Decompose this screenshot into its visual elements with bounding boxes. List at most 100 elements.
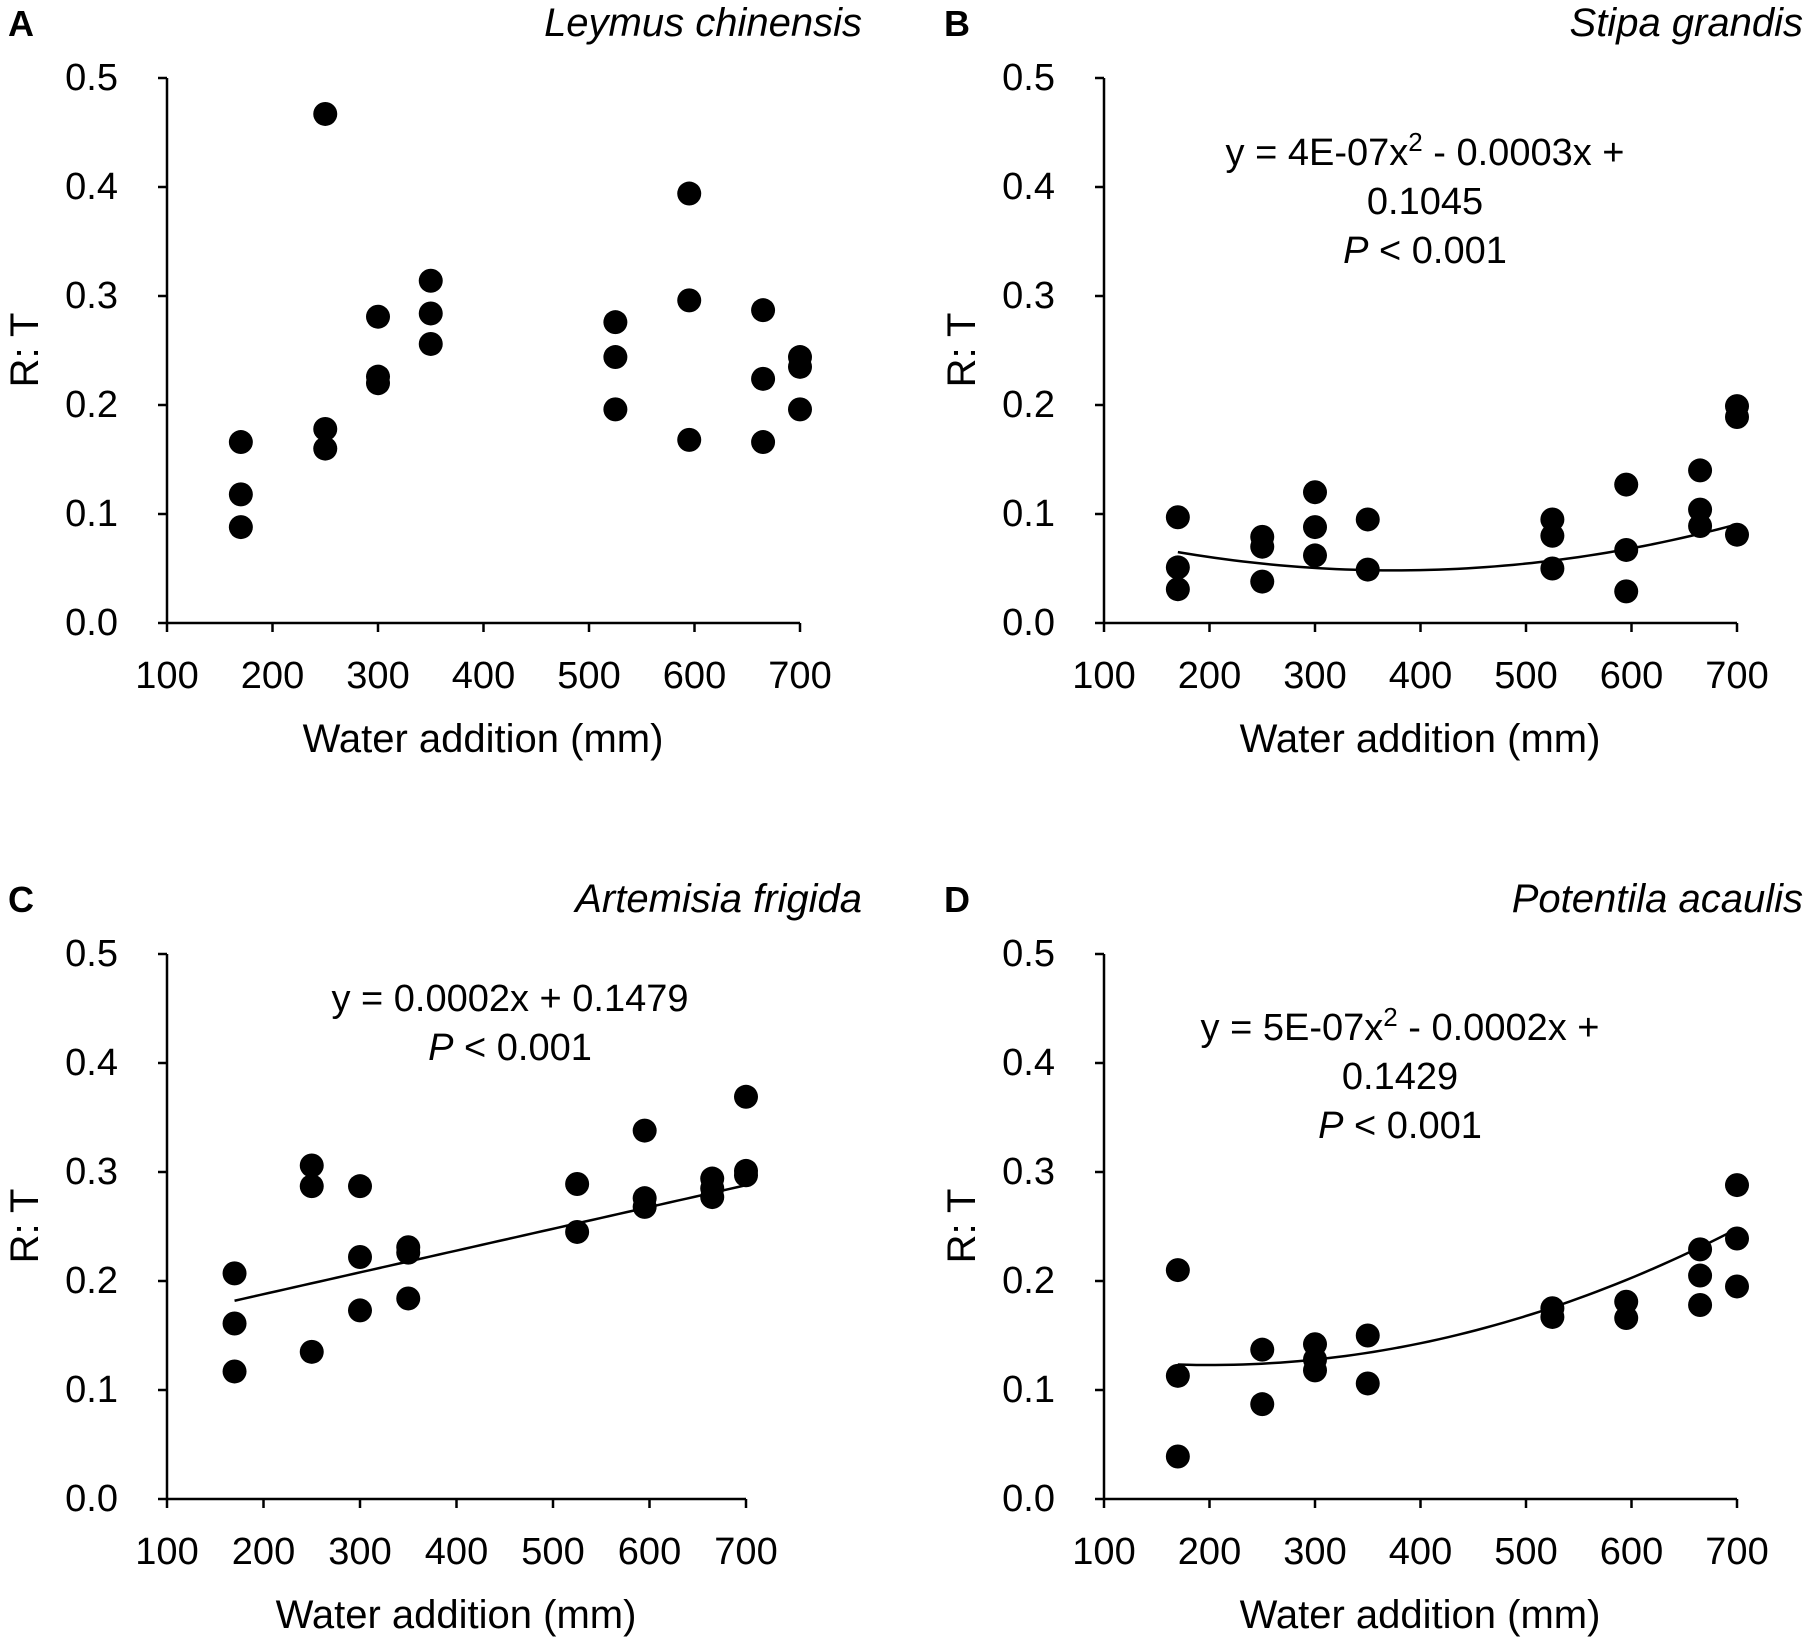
points-layer xyxy=(228,101,812,540)
y-axis-label: R: T xyxy=(3,1189,47,1264)
data-point xyxy=(1250,534,1275,559)
y-tick-label: 0.3 xyxy=(1002,1151,1055,1193)
data-point xyxy=(228,482,253,507)
data-point xyxy=(632,1194,657,1219)
data-point xyxy=(228,430,253,455)
y-tick-label: 0.4 xyxy=(1002,1042,1055,1084)
x-tick-label: 100 xyxy=(1072,655,1135,697)
species-title: Leymus chinensis xyxy=(544,1,862,45)
data-point xyxy=(366,304,390,329)
data-point xyxy=(1688,1237,1713,1262)
y-tick-label: 0.5 xyxy=(65,57,118,99)
x-tick-label: 300 xyxy=(346,655,409,697)
y-tick-label: 0.5 xyxy=(1002,933,1055,975)
x-tick-label: 700 xyxy=(768,655,831,697)
data-point xyxy=(313,436,338,461)
axis-ticks xyxy=(1095,76,1739,632)
panel-a: A Leymus chinensis 0.0 0.1 0.2 0.3 0.4 0… xyxy=(3,1,862,761)
points-layer xyxy=(1165,1173,1749,1469)
data-point xyxy=(788,354,812,379)
data-point xyxy=(751,430,776,455)
data-point xyxy=(565,1219,590,1244)
x-tick-label: 400 xyxy=(1389,655,1452,697)
data-point xyxy=(1303,543,1327,568)
y-tick-label: 0.0 xyxy=(1002,1478,1055,1520)
y-tick-label: 0.4 xyxy=(65,1042,118,1084)
data-point xyxy=(1165,1363,1190,1388)
data-point xyxy=(1165,555,1190,580)
data-point xyxy=(677,288,702,313)
y-tick-label: 0.0 xyxy=(65,602,118,644)
data-point xyxy=(734,1084,758,1109)
fit-layer xyxy=(234,1183,747,1302)
panel-c: C Artemisia frigida 0.0 0.1 0.2 0.3 0.4 … xyxy=(3,877,862,1637)
x-tick-label: 500 xyxy=(521,1531,584,1573)
x-tick-label: 500 xyxy=(1494,1531,1557,1573)
data-point xyxy=(1725,404,1749,429)
regression-equation-line2: 0.1045 xyxy=(1367,181,1483,223)
x-tick-label: 300 xyxy=(328,1531,391,1573)
y-tick-label: 0.0 xyxy=(1002,602,1055,644)
data-point xyxy=(1165,505,1190,530)
data-point xyxy=(299,1339,324,1364)
x-tick-label: 600 xyxy=(1600,1531,1663,1573)
x-tick-label: 600 xyxy=(618,1531,681,1573)
x-axis-label: Water addition (mm) xyxy=(1240,1593,1601,1637)
y-tick-label: 0.3 xyxy=(65,275,118,317)
species-title: Potentila acaulis xyxy=(1512,877,1803,921)
data-point xyxy=(751,298,776,323)
y-tick-label: 0.3 xyxy=(65,1151,118,1193)
data-point xyxy=(1540,523,1565,548)
y-tick-label: 0.1 xyxy=(65,493,118,535)
x-tick-label: 500 xyxy=(557,655,620,697)
x-tick-label: 300 xyxy=(1283,655,1346,697)
data-point xyxy=(366,371,390,396)
x-tick-label: 200 xyxy=(1178,1531,1241,1573)
panel-letter: D xyxy=(944,879,970,920)
data-point xyxy=(348,1174,372,1199)
data-point xyxy=(1725,1173,1749,1198)
x-tick-label: 500 xyxy=(1494,655,1557,697)
y-tick-label: 0.5 xyxy=(1002,57,1055,99)
y-axis-label: R: T xyxy=(940,1189,984,1264)
data-point xyxy=(1355,557,1380,582)
x-tick-label: 700 xyxy=(714,1531,777,1573)
y-tick-label: 0.4 xyxy=(65,166,118,208)
regression-equation: y = 0.0002x + 0.1479 xyxy=(331,978,688,1020)
data-point xyxy=(222,1359,247,1384)
fit-layer xyxy=(1177,523,1738,572)
y-tick-label: 0.2 xyxy=(65,1260,118,1302)
data-point xyxy=(1614,537,1639,562)
data-point xyxy=(1688,1292,1713,1317)
data-point xyxy=(418,301,443,326)
data-point xyxy=(1165,1258,1190,1283)
points-layer xyxy=(222,1084,758,1384)
x-tick-label: 300 xyxy=(1283,1531,1346,1573)
x-tick-label: 100 xyxy=(135,1531,198,1573)
data-point xyxy=(1165,1444,1190,1469)
y-tick-label: 0.1 xyxy=(65,1369,118,1411)
p-value: P < 0.001 xyxy=(428,1027,592,1069)
x-tick-label: 400 xyxy=(452,655,515,697)
y-axis-label: R: T xyxy=(940,313,984,388)
axis-ticks xyxy=(158,952,748,1508)
data-point xyxy=(396,1240,421,1265)
points-layer xyxy=(1165,394,1749,604)
regression-equation: y = 4E-07x2 - 0.0003x + xyxy=(1226,127,1625,174)
data-point xyxy=(1303,515,1327,540)
y-tick-label: 0.2 xyxy=(1002,384,1055,426)
axis-ticks xyxy=(1095,952,1739,1508)
p-value: P < 0.001 xyxy=(1318,1105,1482,1147)
x-tick-label: 200 xyxy=(232,1531,295,1573)
y-tick-label: 0.3 xyxy=(1002,275,1055,317)
panel-b: B Stipa grandis 0.0 0.1 0.2 0.3 0.4 0.5 … xyxy=(940,1,1803,761)
x-axis-label: Water addition (mm) xyxy=(1240,717,1601,761)
data-point xyxy=(677,181,702,206)
trend-line xyxy=(234,1183,747,1302)
y-tick-label: 0.1 xyxy=(1002,1369,1055,1411)
y-axis-label: R: T xyxy=(3,313,47,388)
data-point xyxy=(396,1286,421,1311)
species-title: Stipa grandis xyxy=(1570,1,1803,45)
x-tick-label: 200 xyxy=(1178,655,1241,697)
x-tick-label: 100 xyxy=(135,655,198,697)
